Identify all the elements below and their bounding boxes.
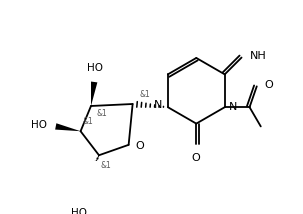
Text: HO: HO [31, 120, 47, 130]
Text: &1: &1 [82, 117, 93, 126]
Text: NH: NH [250, 51, 267, 61]
Text: HO: HO [72, 208, 87, 214]
Text: N: N [229, 102, 237, 112]
Text: O: O [136, 141, 145, 152]
Text: N: N [154, 100, 162, 110]
Text: &1: &1 [97, 109, 107, 118]
Text: HO: HO [87, 63, 103, 73]
Polygon shape [55, 123, 81, 131]
Polygon shape [91, 82, 97, 106]
Text: &1: &1 [140, 90, 151, 99]
Text: &1: &1 [101, 161, 111, 170]
Text: O: O [264, 80, 273, 90]
Text: O: O [191, 153, 200, 163]
